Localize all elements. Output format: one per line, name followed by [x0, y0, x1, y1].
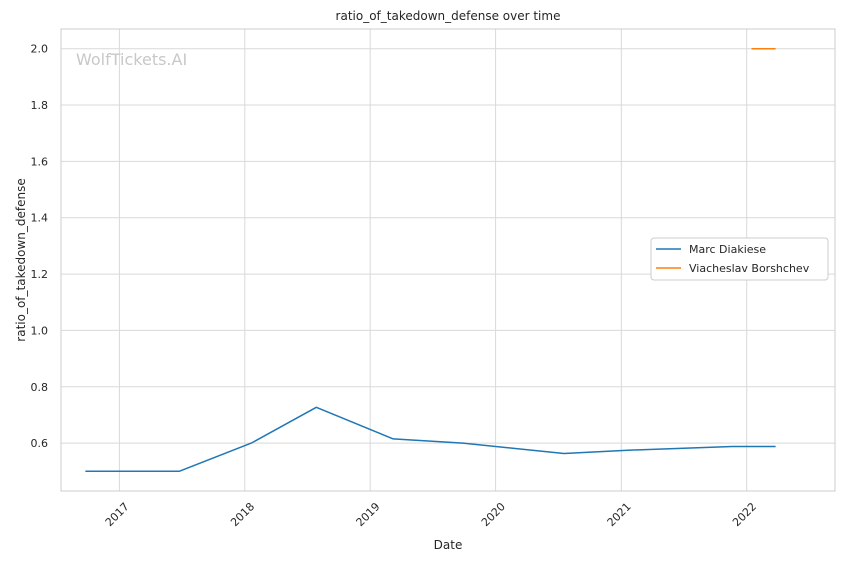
- y-tick-label: 1.6: [31, 155, 49, 168]
- y-tick-label: 1.4: [31, 212, 49, 225]
- series-layer: [85, 47, 776, 473]
- legend: Marc Diakiese Viacheslav Borshchev: [650, 237, 829, 281]
- y-tick-label: 0.8: [31, 381, 49, 394]
- y-tick-label: 1.0: [31, 324, 49, 337]
- y-tick-label: 1.8: [31, 99, 49, 112]
- y-axis-title: ratio_of_takedown_defense: [14, 178, 28, 341]
- y-tick-label: 2.0: [31, 43, 49, 56]
- y-tick-label: 1.2: [31, 268, 49, 281]
- chart-title: ratio_of_takedown_defense over time: [336, 9, 561, 23]
- legend-label: Viacheslav Borshchev: [689, 262, 810, 275]
- legend-label: Marc Diakiese: [689, 243, 766, 256]
- y-tick-label: 0.6: [31, 437, 49, 450]
- legend-box: [650, 237, 829, 281]
- watermark: WolfTickets.AI: [76, 50, 187, 69]
- plot-area-frame: [60, 28, 836, 492]
- series-line-1: [85, 406, 776, 473]
- y-axis-ticks: 0.6 0.8 1.0 1.2 1.4 1.6 1.8 2.0: [31, 43, 49, 450]
- x-axis-title: Date: [434, 538, 463, 552]
